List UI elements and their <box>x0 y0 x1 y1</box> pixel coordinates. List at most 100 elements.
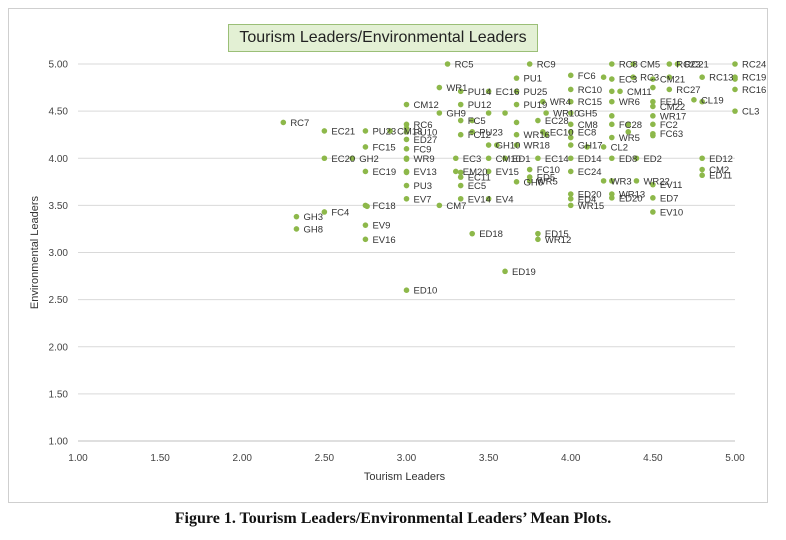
point-label: EC24 <box>578 167 602 178</box>
point-label: RC9 <box>537 60 556 71</box>
data-point <box>535 155 541 162</box>
y-tick-label: 1.00 <box>49 437 69 448</box>
data-point <box>609 76 615 82</box>
data-point <box>444 61 451 67</box>
data-point <box>630 74 636 80</box>
point-label: CL3 <box>742 107 759 118</box>
data-point <box>513 75 520 81</box>
point-label: PU19 <box>524 100 548 111</box>
point-label: FC5 <box>468 116 486 127</box>
scatter-plot: 1.00 1.50 2.00 2.50 3.00 3.50 4.00 4.50 5.00 1.00… <box>29 60 766 484</box>
data-point <box>567 168 574 175</box>
data-point <box>349 155 356 162</box>
data-point <box>469 230 476 237</box>
x-tick-label: 5.00 <box>725 453 745 464</box>
x-tick-label: 2.50 <box>315 453 335 464</box>
data-point <box>617 88 623 95</box>
point-label: FC28 <box>619 120 642 131</box>
data-point <box>567 142 574 148</box>
point-label: WR10 <box>553 109 579 120</box>
data-point <box>666 74 673 80</box>
data-point <box>485 110 492 116</box>
data-point <box>485 142 492 148</box>
data-point <box>457 169 464 176</box>
point-label: CL19 <box>701 95 724 106</box>
data-point <box>650 121 656 128</box>
point-label: EC16 <box>496 87 520 98</box>
point-label: EV14 <box>468 194 491 205</box>
point-label: RC21 <box>685 60 709 71</box>
y-tick-label: 5.00 <box>49 60 69 71</box>
data-point <box>609 178 615 184</box>
data-point <box>436 84 443 91</box>
data-point <box>609 61 615 67</box>
data-point <box>600 178 607 184</box>
x-tick-label: 2.00 <box>233 453 253 464</box>
data-point <box>485 195 492 202</box>
point-label: ED7 <box>660 193 678 204</box>
point-label: ED2 <box>643 154 661 165</box>
data-point <box>293 213 300 220</box>
data-point <box>362 144 369 150</box>
point-label: GH10 <box>496 141 521 152</box>
point-label: FE16 <box>660 97 683 108</box>
data-point <box>513 131 520 138</box>
point-label: EC8 <box>578 127 596 138</box>
point-label: ED15 <box>545 229 569 240</box>
point-label: CM22 <box>660 102 685 113</box>
data-point <box>699 172 705 179</box>
point-label: WR22 <box>643 176 669 187</box>
point-label: WR6 <box>619 97 640 108</box>
data-point <box>609 134 615 141</box>
data-point <box>403 146 410 152</box>
point-label: ED10 <box>414 286 438 297</box>
point-label: GH3 <box>303 212 323 223</box>
data-point <box>293 226 300 232</box>
data-point <box>567 121 574 128</box>
y-tick-label: 4.00 <box>49 154 69 165</box>
data-point <box>436 202 443 209</box>
point-label: RC13 <box>709 73 733 84</box>
data-point <box>609 98 615 105</box>
point-label: CM5 <box>640 60 660 71</box>
point-label: EC3 <box>463 154 481 165</box>
data-point <box>567 72 574 79</box>
point-label: ED20 <box>619 193 643 204</box>
point-label: EC11 <box>468 173 491 184</box>
data-point <box>513 88 520 95</box>
data-point <box>321 128 328 134</box>
x-tick-label: 4.00 <box>561 453 581 464</box>
point-label: EC3 <box>619 75 637 86</box>
point-label: RC16 <box>742 85 766 96</box>
point-label: EV15 <box>496 167 519 178</box>
point-label: WR12 <box>545 235 571 246</box>
data-point <box>526 178 533 184</box>
point-label: RC10 <box>578 85 602 96</box>
data-point <box>650 181 656 188</box>
point-label: RC6 <box>414 120 433 131</box>
data-point <box>625 129 632 135</box>
point-label: WR9 <box>414 154 435 165</box>
data-point <box>535 230 541 237</box>
point-label: ED14 <box>578 154 602 165</box>
data-point <box>436 110 443 116</box>
data-point <box>362 222 369 228</box>
point-label: FC2 <box>660 120 678 131</box>
data-point <box>650 103 656 110</box>
data-point <box>403 129 410 135</box>
point-label: EV16 <box>372 235 395 246</box>
data-point <box>699 166 705 173</box>
point-label: RC23 <box>676 60 700 71</box>
data-point <box>403 156 410 162</box>
point-label: CM11 <box>627 87 652 98</box>
point-label: PU12 <box>468 100 492 111</box>
point-label: EV7 <box>414 194 432 205</box>
point-label: RC8 <box>619 60 638 71</box>
point-label: CL2 <box>611 142 628 153</box>
x-tick-label: 1.00 <box>68 453 88 464</box>
data-point <box>457 88 464 95</box>
point-label: PU10 <box>414 127 438 138</box>
point-label: CM8 <box>578 120 598 131</box>
data-point <box>633 178 640 184</box>
data-point <box>600 144 607 150</box>
